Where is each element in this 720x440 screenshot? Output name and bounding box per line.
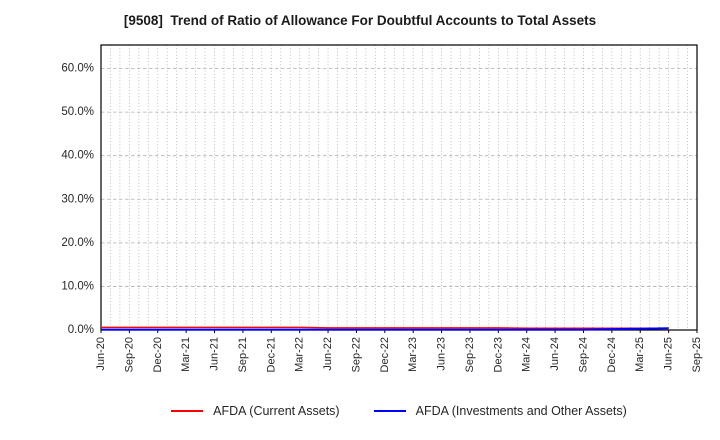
y-tick-label: 10.0% [61, 280, 94, 292]
legend-item-afda-current: AFDA (Current Assets) [171, 404, 340, 418]
legend-line-blue [373, 410, 406, 412]
y-tick-label: 30.0% [61, 193, 94, 205]
x-tick-label: Mar-24 [521, 337, 533, 372]
x-tick-label: Dec-23 [492, 337, 504, 372]
x-tick-label: Sep-23 [464, 337, 476, 372]
x-tick-label: Mar-25 [634, 337, 646, 372]
x-tick-label: Sep-20 [123, 337, 135, 372]
x-tick-label: Dec-22 [379, 337, 391, 372]
x-tick-label: Jun-23 [436, 337, 448, 371]
y-tick-label: 50.0% [61, 106, 94, 118]
x-tick-label: Mar-21 [180, 337, 192, 372]
x-tick-label: Dec-24 [606, 337, 618, 372]
x-tick-label: Dec-20 [152, 337, 164, 372]
y-tick-label: 60.0% [61, 63, 94, 75]
series-line-0 [101, 326, 669, 329]
x-tick-label: Mar-22 [294, 337, 306, 372]
x-tick-label: Dec-21 [265, 337, 277, 372]
x-tick-label: Sep-22 [350, 337, 362, 372]
legend-item-afda-investments: AFDA (Investments and Other Assets) [373, 404, 627, 418]
legend: AFDA (Current Assets) AFDA (Investments … [101, 404, 697, 418]
chart-title: [9508] Trend of Ratio of Allowance For D… [123, 13, 597, 28]
x-tick-label: Sep-21 [237, 337, 249, 372]
legend-label-afda-current: AFDA (Current Assets) [213, 404, 340, 418]
y-tick-label: 20.0% [61, 237, 94, 249]
x-tick-label: Jun-22 [322, 337, 334, 371]
x-tick-label: Mar-23 [407, 337, 419, 372]
y-tick-label: 40.0% [61, 150, 94, 162]
x-tick-label: Jun-21 [209, 337, 221, 371]
plot-area: 0.0% 10.0% 20.0% 30.0% 40.0% 50.0% 60.0% Jun-20… [61, 44, 703, 372]
legend-line-red [171, 410, 204, 412]
x-tick-label: Jun-24 [549, 337, 561, 371]
plot-border [100, 44, 698, 331]
x-tick-label: Sep-24 [577, 337, 589, 372]
legend-label-afda-investments: AFDA (Investments and Other Assets) [415, 404, 627, 418]
x-tick-label: Jun-25 [663, 337, 675, 371]
x-tick-label: Sep-25 [691, 337, 703, 372]
x-tick-label: Jun-20 [95, 337, 107, 371]
series-line-1 [101, 327, 669, 331]
y-tick-label: 0.0% [68, 324, 94, 336]
